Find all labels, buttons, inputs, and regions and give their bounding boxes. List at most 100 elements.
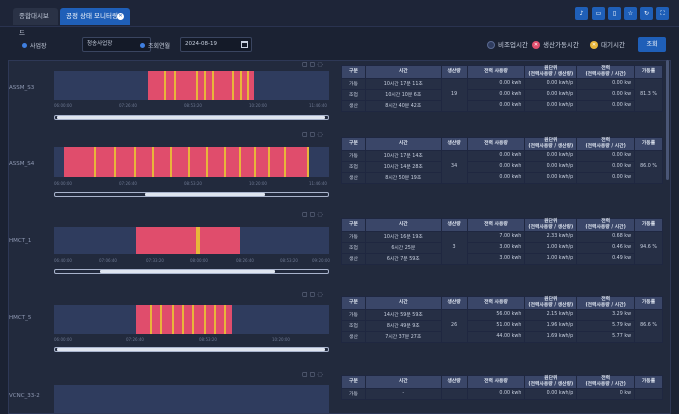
cell-power: 0.00 kwh [466, 88, 526, 101]
wait-segment [172, 305, 174, 334]
date-input[interactable]: 2024-08-19 [180, 37, 252, 52]
cell-kw: 0.00 kw [576, 77, 636, 90]
monitor-icon[interactable]: ▭ [592, 7, 605, 20]
cell-unit: 2.33 kwh/p [524, 230, 578, 243]
cell-kw: 0.46 kw [576, 241, 636, 254]
slider-handle[interactable] [57, 116, 325, 119]
col-header: 시간 [364, 218, 442, 232]
tick-label: 10:20:00 [249, 103, 267, 108]
cell-power: 0.00 kwh [466, 77, 526, 90]
wait-segment [196, 71, 198, 100]
refresh-icon[interactable]: ↻ [640, 7, 653, 20]
wait-segment [307, 147, 309, 177]
range-slider[interactable] [54, 269, 329, 274]
document-icon[interactable]: ▯ [608, 7, 621, 20]
range-slider[interactable] [54, 192, 329, 197]
cell-kw: 0.00 kw [576, 99, 636, 112]
col-header: 생산량 [440, 65, 468, 79]
wait-segment [212, 71, 214, 100]
col-header: 시간 [364, 65, 442, 79]
cell-unit: 0.00 kwh/p [524, 149, 578, 162]
card-tools[interactable]: ▢▢◌ [302, 211, 325, 218]
cell-unit: 0.00 kwh/p [524, 88, 578, 101]
table-row: 가동 10시간 17분 14초 34 0.00 kwh 0.00 kwh/p 0… [341, 149, 663, 184]
card-tools[interactable]: ▢▢◌ [302, 371, 325, 378]
cell-kw: 5.79 kw [576, 319, 636, 332]
wait-segment [224, 147, 226, 177]
cell-time: 8시간 49분 9초 [364, 319, 442, 332]
col-header: 전력 (전력사용량 / 시간) [576, 218, 636, 232]
line-name: ASSM_S4 [9, 161, 35, 167]
wait-segment [204, 71, 206, 100]
tick-label: 10:20:00 [272, 337, 290, 342]
col-header: 전력 사용량 [466, 296, 526, 310]
wait-segment [284, 147, 286, 177]
tick-label: 08:53:20 [184, 181, 202, 186]
close-tab-icon[interactable]: ✕ [117, 13, 124, 20]
col-header: 생산량 [440, 375, 468, 389]
bell-icon[interactable]: ♪ [575, 7, 588, 20]
scrollbar[interactable] [666, 60, 669, 180]
col-header: 가동률 [634, 296, 663, 310]
legend-item: ✕ 생산가동시간 [532, 39, 579, 49]
cell-type: 가동 [341, 308, 366, 321]
tick-label: 08:53:20 [184, 103, 202, 108]
wait-segment [170, 147, 172, 177]
wait-segment [164, 71, 166, 100]
date-value: 2024-08-19 [185, 41, 217, 47]
wait-segment [240, 71, 242, 100]
wait-segment [182, 305, 184, 334]
cell-power: 0.00 kwh [466, 160, 526, 173]
range-slider[interactable] [54, 347, 329, 352]
line-name: HMCT_1 [9, 238, 32, 244]
cell-type: 생산 [341, 171, 366, 184]
cell-power: 3.00 kwh [466, 241, 526, 254]
stats-table: 구분 시간 생산량 전력 사용량 원단위 (전력사용량 / 생산량) 전력 (전력사… [341, 296, 663, 343]
slider-handle[interactable] [57, 348, 325, 351]
bullet-icon [140, 43, 145, 48]
top-bar: 종합대시보드 공정 상태 모니터링 ✕ ♪ ▭ ▯ ☆ ↻ ⛶ [0, 0, 679, 37]
wait-segment [206, 147, 208, 177]
card-tools[interactable]: ▢▢◌ [302, 291, 325, 298]
time-axis: 06:40:00 07:06:40 07:33:20 08:00:00 08:2… [54, 258, 330, 265]
star-icon[interactable]: ☆ [624, 7, 637, 20]
table-row: 생산 8시간 50분 19초 0.00 kwh 0.00 kwh/p 0.00 … [341, 171, 663, 184]
legend-swatch [487, 41, 495, 49]
cell-unit: 1.00 kwh/p [524, 241, 578, 254]
tick-label: 06:40:00 [54, 258, 72, 263]
cell-unit: 0.00 kwh/p [524, 171, 578, 184]
tick-label: 07:33:20 [146, 258, 164, 263]
col-header: 전력 (전력사용량 / 시간) [576, 375, 636, 389]
tick-label: 09:20:00 [312, 258, 330, 263]
run-segment [136, 227, 240, 254]
slider-handle[interactable] [100, 270, 275, 273]
col-header: 원단위 (전력사용량 / 생산량) [524, 296, 578, 310]
card-tools[interactable]: ▢▢◌ [302, 61, 325, 68]
cell-rate: 81.3 % [634, 77, 663, 112]
tick-label: 06:00:00 [54, 103, 72, 108]
tick-label: 07:06:40 [99, 258, 117, 263]
col-header: 구분 [341, 65, 366, 79]
tab-dashboard[interactable]: 종합대시보드 [13, 8, 58, 37]
cell-qty: 34 [440, 149, 468, 184]
cell-type: 조업 [341, 319, 366, 332]
wait-segment [198, 227, 200, 254]
legend-swatch: ✕ [590, 41, 598, 49]
tab-process-monitoring[interactable]: 공정 상태 모니터링 ✕ [60, 8, 130, 25]
range-slider[interactable] [54, 115, 329, 120]
calendar-icon[interactable] [241, 41, 248, 48]
col-header: 구분 [341, 296, 366, 310]
cell-qty [440, 387, 468, 400]
search-button[interactable]: 조회 [638, 37, 666, 52]
col-header: 가동률 [634, 137, 663, 151]
slider-handle[interactable] [145, 193, 265, 196]
cell-time: 10시간 17분 11초 [364, 77, 442, 90]
cell-kw: 0.00 kw [576, 171, 636, 184]
card-tools[interactable]: ▢▢◌ [302, 131, 325, 138]
time-axis: 06:00:00 07:26:40 08:53:20 10:20:00 11:4… [54, 103, 329, 110]
cell-rate: 86.0 % [634, 149, 663, 184]
time-axis: 06:00:00 07:26:40 08:53:20 10:20:00 [54, 337, 329, 344]
table-row: 생산 6시간 7분 59초 3.00 kwh 1.00 kwh/p 0.49 k… [341, 252, 663, 265]
fullscreen-icon[interactable]: ⛶ [656, 7, 669, 20]
col-header: 전력 (전력사용량 / 시간) [576, 65, 636, 79]
